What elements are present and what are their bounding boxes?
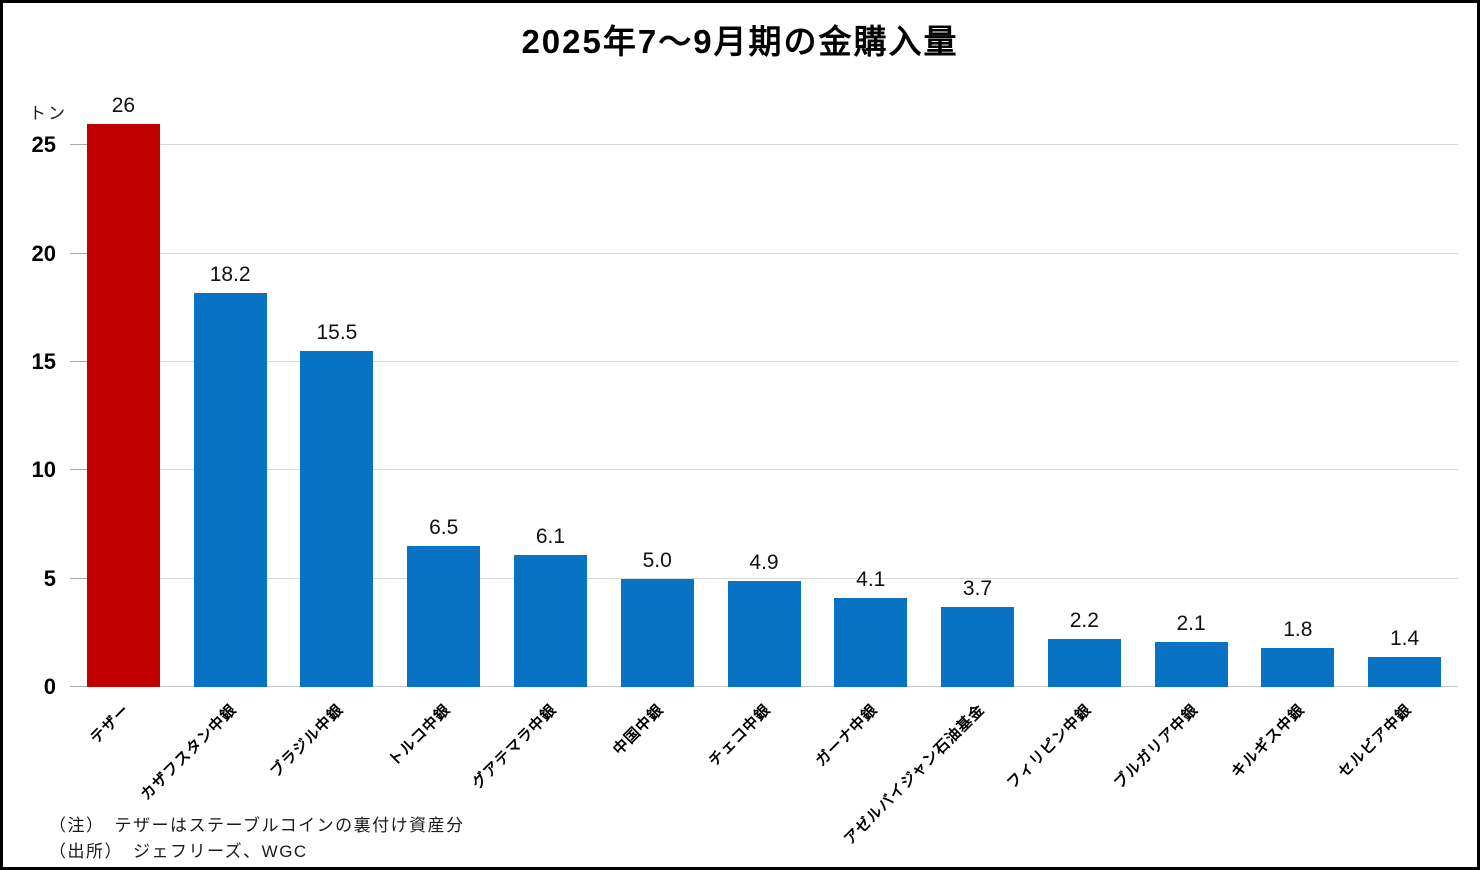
bar-5 [513,554,587,687]
bar-13 [1368,656,1442,687]
plot-area: 26 18.2 15.5 6.5 6.1 5.0 4.9 4.1 3.7 2.2 2.1 1.8 1.4 [70,94,1458,687]
x-category-label-8: ガーナ中銀 [812,701,881,770]
bar-value-label-12: 1.8 [1283,618,1313,641]
bar-12 [1261,648,1335,687]
x-category-label-3: ブラジル中銀 [267,701,348,781]
x-category-label-11: ブルガリア中銀 [1110,701,1202,793]
notes: （注） テザーはステーブルコインの裏付け資産分 （出所） ジェフリーズ、WGC [49,813,465,864]
x-category-label-7: チェコ中銀 [705,701,775,770]
bar-8 [834,598,908,687]
bar-value-label-8: 4.1 [856,568,886,592]
chart-title: 2025年7〜9月期の金購入量 [521,23,959,60]
bar-value-label-13: 1.4 [1390,626,1420,650]
gridline-20 [70,252,1458,254]
x-category-label-4: トルコ中銀 [385,701,454,770]
x-category-label-12: キルギス中銀 [1228,701,1308,782]
bar-value-label-5: 6.1 [535,524,566,548]
gridline-15 [70,361,1458,362]
y-tick-label-15: 15 [31,349,56,374]
bar-1 [86,123,160,687]
bar-value-label-10: 2.2 [1069,609,1099,633]
bar-value-label-4: 6.5 [429,516,459,540]
y-tick-label-5: 5 [43,565,56,591]
bar-7 [727,580,801,687]
bar-4 [407,546,481,687]
y-axis: 0 5 10 15 20 25 [3,115,58,699]
bar-value-label-11: 2.1 [1176,611,1206,635]
x-category-label-1: テザー [87,701,134,748]
bar-3 [300,351,374,687]
gridline-5 [70,577,1458,579]
bar-value-label-1: 26 [111,93,136,117]
x-category-label-10: フィリピン中銀 [1003,701,1095,793]
note-source: （出所） ジェフリーズ、WGC [49,841,308,861]
gridline-25 [70,144,1458,146]
bar-value-label-6: 5.0 [642,548,672,572]
x-category-label-6: 中国中銀 [610,701,668,759]
bar-value-label-3: 15.5 [316,321,358,345]
note-annotation: （注） テザーはステーブルコインの裏付け資産分 [49,816,465,835]
x-category-label-5: グアテマラ中銀 [469,701,561,793]
bar-6 [620,578,694,687]
bar-value-label-7: 4.9 [749,550,779,574]
y-tick-label-20: 20 [31,240,56,266]
y-tick-label-0: 0 [43,674,56,699]
gridline-10 [70,469,1458,471]
bar-value-label-2: 18.2 [209,262,251,286]
y-axis-unit-label: トン [29,104,67,123]
bar-2 [193,292,267,687]
x-category-label-2: カザフスタン中銀 [137,701,241,804]
y-tick-label-10: 10 [31,457,56,483]
x-category-label-13: セルビア中銀 [1334,701,1415,782]
y-tick-label-25: 25 [31,132,56,158]
bar-10 [1047,639,1121,687]
bar-value-label-9: 3.7 [962,576,993,600]
bar-9 [941,606,1015,687]
bar-11 [1154,641,1228,687]
